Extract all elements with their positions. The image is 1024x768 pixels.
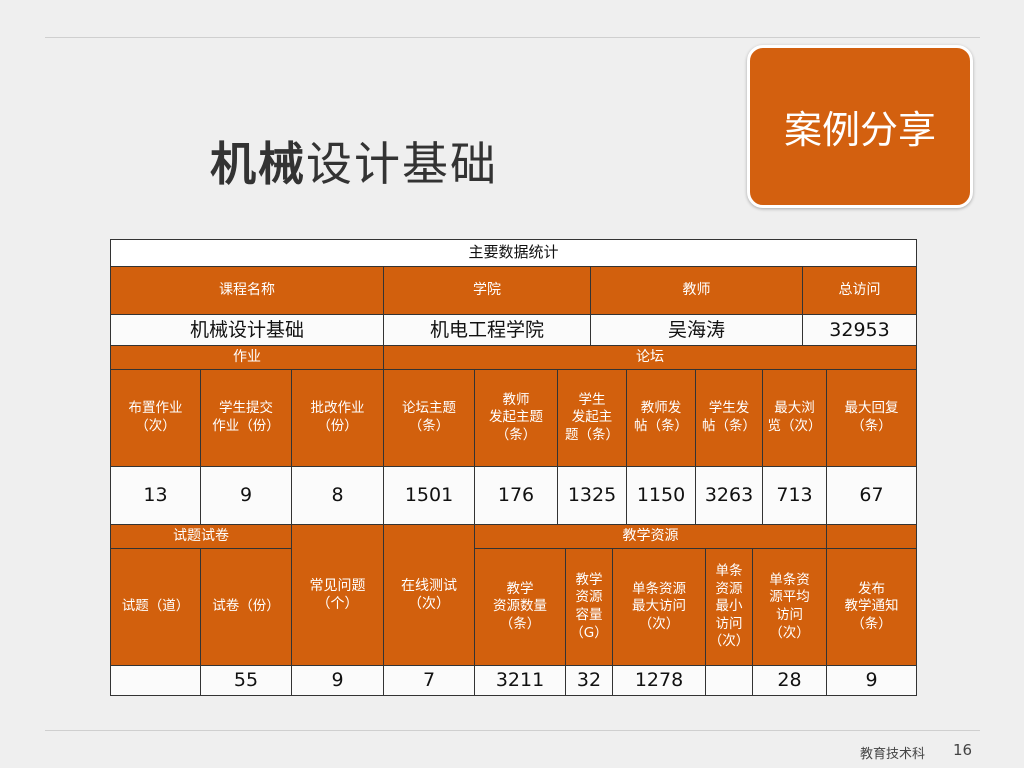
header-cell: 教师 发起主题 （条） [474, 369, 558, 467]
header-cell: 总访问 [802, 266, 917, 315]
title-bold: 机械 [210, 137, 306, 191]
footer: 教育技术科 [860, 747, 926, 762]
value-cell: 3263 [695, 466, 763, 525]
header-cell: 常见问题 （个） [291, 524, 384, 666]
value-cell: 1501 [383, 466, 475, 525]
value-cell: 713 [762, 466, 827, 525]
header-cell: 在线测试 （次） [383, 524, 475, 666]
value-cell: 7 [383, 665, 475, 696]
header-cell: 课程名称 [110, 266, 384, 315]
header-cell: 最大浏 览（次） [762, 369, 827, 467]
slide-title: 机械设计基础 [210, 128, 498, 194]
blank-cell [110, 665, 201, 696]
header-cell: 教学 资源数量 （条） [474, 548, 566, 666]
value-cell: 9 [291, 665, 384, 696]
value-cell: 9 [200, 466, 292, 525]
header-cell: 论坛主题 （条） [383, 369, 475, 467]
header-cell: 学生 发起主 题（条） [557, 369, 627, 467]
header-cell: 学生提交 作业（份） [200, 369, 292, 467]
blank-cell [705, 665, 753, 696]
header-cell: 布置作业 （次） [110, 369, 201, 467]
value-cell: 67 [826, 466, 917, 525]
page-number: 16 [953, 741, 973, 759]
value-cell: 9 [826, 665, 917, 696]
value-cell: 1150 [626, 466, 696, 525]
table-title: 主要数据统计 [110, 239, 917, 267]
header-cell: 批改作业 （份） [291, 369, 384, 467]
value-cell: 1325 [557, 466, 627, 525]
header-cell: 作业 [110, 345, 384, 370]
header-cell: 试题试卷 [110, 524, 292, 549]
header-cell: 试题（道） [110, 548, 201, 666]
value-cell: 8 [291, 466, 384, 525]
value-cell: 28 [752, 665, 827, 696]
blank-cell [826, 524, 917, 549]
top-rule [45, 37, 980, 38]
header-cell: 试卷（份） [200, 548, 292, 666]
value-cell: 32953 [802, 314, 917, 346]
value-cell: 1278 [612, 665, 706, 696]
header-cell: 单条资源 最大访问 （次） [612, 548, 706, 666]
value-cell: 32 [565, 665, 613, 696]
title-rest: 设计基础 [306, 137, 498, 191]
value-cell: 机电工程学院 [383, 314, 591, 346]
header-cell: 最大回复 （条） [826, 369, 917, 467]
bottom-rule [45, 730, 980, 731]
value-cell: 176 [474, 466, 558, 525]
header-cell: 教师发 帖（条） [626, 369, 696, 467]
header-cell: 单条 资源 最小 访问 （次） [705, 548, 753, 666]
value-cell: 13 [110, 466, 201, 525]
value-cell: 吴海涛 [590, 314, 803, 346]
value-cell: 机械设计基础 [110, 314, 384, 346]
header-cell: 学生发 帖（条） [695, 369, 763, 467]
header-cell: 学院 [383, 266, 591, 315]
value-cell: 55 [200, 665, 292, 696]
header-cell: 教师 [590, 266, 803, 315]
header-cell: 论坛 [383, 345, 917, 370]
header-cell: 发布 教学通知 （条） [826, 548, 917, 666]
header-cell: 教学 资源 容量 （G） [565, 548, 613, 666]
badge: 案例分享 [747, 45, 973, 208]
header-cell: 单条资 源平均 访问 （次） [752, 548, 827, 666]
value-cell: 3211 [474, 665, 566, 696]
header-cell: 教学资源 [474, 524, 827, 549]
